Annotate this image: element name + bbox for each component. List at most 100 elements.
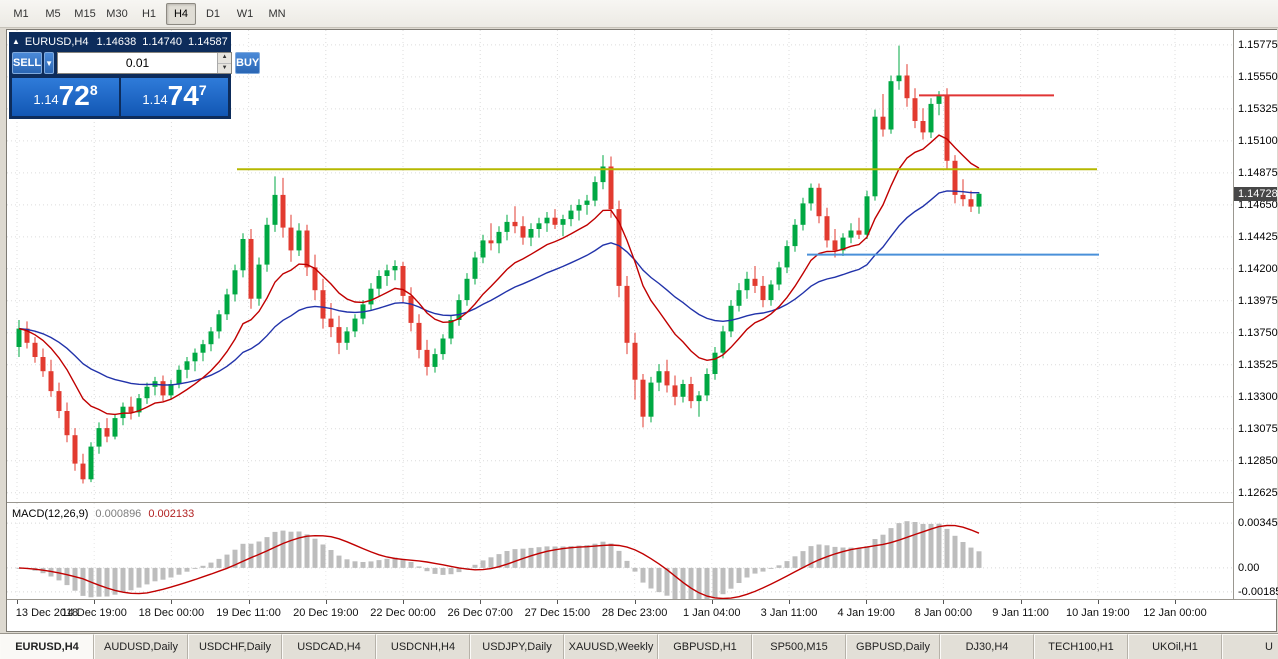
price-axis-label: 1.15550 [1238, 70, 1278, 83]
time-axis-tick [480, 600, 482, 604]
chart-tab-tech100-h1[interactable]: TECH100,H1 [1034, 634, 1128, 659]
price-axis-label: 1.13300 [1238, 390, 1278, 403]
main-chart-canvas[interactable]: ▲ EURUSD,H4 1.14638 1.14740 1.14587 1.14… [7, 30, 1233, 502]
time-axis-tick [248, 600, 250, 604]
macd-signal-value: 0.002133 [148, 508, 195, 520]
price-axis-label: 1.15325 [1238, 102, 1278, 115]
time-axis-label: 1 Jan 04:00 [683, 607, 741, 619]
price-axis-label: 1.14200 [1238, 262, 1278, 275]
order-type-dropdown[interactable]: ▼ [44, 52, 55, 74]
time-axis-label: 9 Jan 11:00 [992, 607, 1049, 619]
chevron-down-icon: ▼ [45, 58, 54, 68]
time-axis-tick [94, 600, 96, 604]
time-axis-label: 13 Dec 2018 [15, 607, 79, 619]
sell-price-button[interactable]: 1.14 72 8 [12, 78, 119, 116]
time-axis-tick [325, 600, 327, 604]
time-axis-label: 27 Dec 15:00 [524, 607, 591, 619]
time-axis-tick [557, 600, 559, 604]
sell-button[interactable]: SELL [12, 52, 43, 74]
time-axis[interactable]: 13 Dec 2018 14 Dec 19:00 18 Dec 00:00 19 De… [7, 600, 1276, 631]
time-axis-label: 10 Jan 19:00 [1065, 607, 1130, 619]
chart-tab-usdchf-daily[interactable]: USDCHF,Daily [188, 634, 282, 659]
price-axis-label: 1.15100 [1238, 134, 1278, 147]
price-axis-label: 1.12850 [1238, 454, 1278, 467]
price-axis-label: 1.14425 [1238, 230, 1278, 243]
chart-tab-audusd-daily[interactable]: AUDUSD,Daily [94, 634, 188, 659]
chart-tab-dj30-h4[interactable]: DJ30,H4 [940, 634, 1034, 659]
time-axis-label: 12 Jan 00:00 [1143, 607, 1207, 619]
ohlc-close-value: 1.14728 [233, 35, 274, 48]
pane-separator[interactable] [7, 502, 1276, 503]
chart-tab-ukoil-h1[interactable]: UKOil,H1 [1128, 634, 1222, 659]
chart-tab-u[interactable]: U [1222, 634, 1278, 659]
price-axis-label: 1.14875 [1238, 166, 1278, 179]
macd-axis-labels: 0.003452 0.00 -0.001851 [1234, 503, 1278, 599]
one-click-trading-panel: ▲ EURUSD,H4 1.14638 1.14740 1.14587 1.14… [9, 32, 274, 119]
time-axis-label: 18 Dec 00:00 [138, 607, 205, 619]
time-axis-tick [711, 600, 713, 604]
timeframe-button-m1[interactable]: M1 [13, 7, 29, 20]
buy-price-big: 74 [167, 80, 199, 111]
price-scale[interactable]: 1.14728 1.15775 1.15550 1.15325 1.15100 1.14… [1234, 30, 1278, 599]
timeframe-button-h4[interactable]: H4 [166, 2, 196, 25]
lot-size-input[interactable] [58, 53, 218, 73]
timeframe-button-d1[interactable]: D1 [205, 7, 221, 20]
buy-price-prefix: 1.14 [142, 92, 168, 107]
timeframe-button-m5[interactable]: M5 [45, 7, 61, 20]
time-axis-label: 26 Dec 07:00 [447, 607, 513, 619]
time-axis-label: 3 Jan 11:00 [760, 607, 818, 619]
chart-tab-gbpusd-h1[interactable]: GBPUSD,H1 [658, 634, 752, 659]
macd-plot [7, 503, 1233, 599]
time-axis-tick [943, 600, 945, 604]
lot-decrement-button[interactable]: ▼ [218, 63, 232, 73]
price-axis-label: 1.13750 [1238, 326, 1278, 339]
timeframe-toolbar: M1 M5 M15 M30 H1 H4 D1 W1 MN [0, 0, 1278, 28]
time-axis-tick [171, 600, 173, 604]
price-axis-label: 1.13975 [1238, 294, 1278, 307]
time-axis-tick [1175, 600, 1176, 604]
time-axis-label: 19 Dec 11:00 [216, 607, 281, 619]
timeframe-button-m15[interactable]: M15 [74, 7, 96, 20]
buy-price-sup: 7 [198, 82, 207, 98]
timeframe-button-w1[interactable]: W1 [236, 7, 254, 20]
chart-tab-eurusd-h4[interactable]: EURUSD,H4 [0, 634, 94, 659]
time-axis-tick [1020, 600, 1022, 604]
candlestick-plot [7, 30, 1233, 502]
scale-separator [1233, 30, 1234, 599]
time-axis-tick [634, 600, 636, 604]
price-axis-label: 1.12625 [1238, 486, 1278, 499]
price-axis-label: 1.15775 [1238, 38, 1278, 51]
chart-tab-usdcnh-h4[interactable]: USDCNH,H4 [376, 634, 470, 659]
chart-tab-gbpusd-daily[interactable]: GBPUSD,Daily [846, 634, 940, 659]
chart-tab-usdjpy-daily[interactable]: USDJPY,Daily [470, 634, 564, 659]
price-axis-label: 1.14650 [1238, 198, 1278, 211]
ohlc-open-value: 1.14638 [96, 35, 137, 48]
collapse-panel-icon[interactable]: ▲ [12, 36, 20, 46]
timeframe-button-h1[interactable]: H1 [141, 7, 157, 20]
buy-price-button[interactable]: 1.14 74 7 [121, 78, 228, 116]
time-axis-label: 14 Dec 19:00 [61, 607, 127, 619]
time-axis-tick [403, 600, 404, 604]
timeframe-button-mn[interactable]: MN [268, 7, 286, 20]
chart-tab-xauusd-weekly[interactable]: XAUUSD,Weekly [564, 634, 658, 659]
macd-indicator-label: MACD(12,26,9) 0.000896 0.002133 [12, 508, 194, 520]
chart-tab-sp500-m15[interactable]: SP500,M15 [752, 634, 846, 659]
timeframe-button-m30[interactable]: M30 [106, 7, 128, 20]
macd-main-value: 0.000896 [95, 508, 142, 520]
buy-button[interactable]: BUY [235, 52, 261, 74]
lot-size-field: ▲ ▼ [57, 52, 233, 74]
chart-tab-usdcad-h4[interactable]: USDCAD,H4 [282, 634, 376, 659]
time-axis-tick [866, 600, 868, 604]
lot-spinner: ▲ ▼ [217, 53, 232, 73]
symbol-period-label: EURUSD,H4 [24, 35, 89, 48]
sell-price-sup: 8 [89, 82, 98, 98]
lot-increment-button[interactable]: ▲ [218, 53, 232, 64]
chart-ohlc-header: ▲ EURUSD,H4 1.14638 1.14740 1.14587 1.14… [12, 34, 274, 49]
current-price-badge: 1.14728 [1234, 186, 1278, 201]
time-axis-label: 28 Dec 23:00 [601, 607, 668, 619]
pane-separator [7, 599, 1276, 600]
sell-price-big: 72 [58, 80, 90, 111]
macd-indicator-canvas[interactable]: MACD(12,26,9) 0.000896 0.002133 [7, 503, 1233, 599]
time-axis-label: 8 Jan 00:00 [914, 607, 973, 619]
sell-price-prefix: 1.14 [33, 92, 59, 107]
